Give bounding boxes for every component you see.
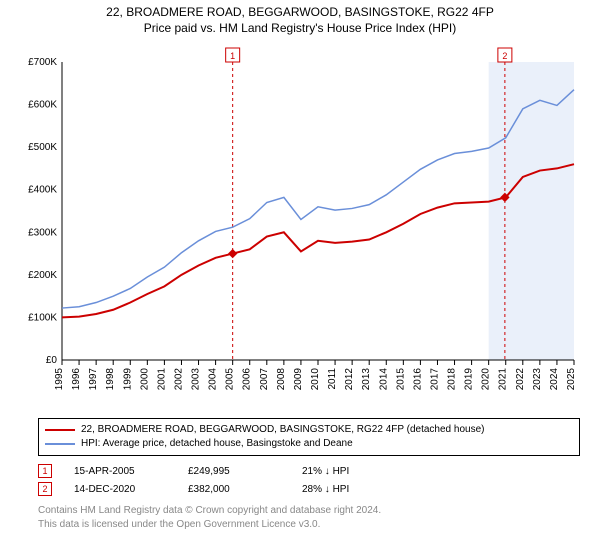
sale-delta: 21% ↓ HPI <box>302 466 394 477</box>
svg-text:2011: 2011 <box>327 368 338 390</box>
svg-text:2014: 2014 <box>378 368 389 391</box>
svg-text:£200K: £200K <box>28 270 57 281</box>
sale-date: 14-DEC-2020 <box>74 484 166 495</box>
sale-date: 15-APR-2005 <box>74 466 166 477</box>
svg-text:2019: 2019 <box>464 368 475 391</box>
svg-text:2: 2 <box>502 51 507 61</box>
legend-row-blue: HPI: Average price, detached house, Basi… <box>45 437 573 451</box>
svg-text:2006: 2006 <box>242 368 253 391</box>
table-row: 2 14-DEC-2020 £382,000 28% ↓ HPI <box>38 480 580 498</box>
svg-text:1: 1 <box>230 51 235 61</box>
footer-line-1: Contains HM Land Registry data © Crown c… <box>38 504 580 518</box>
svg-text:2013: 2013 <box>361 368 372 391</box>
sale-marker-1: 1 <box>38 464 52 478</box>
svg-text:£700K: £700K <box>28 57 57 68</box>
sale-delta: 28% ↓ HPI <box>302 484 394 495</box>
svg-text:1997: 1997 <box>88 368 99 391</box>
footer: Contains HM Land Registry data © Crown c… <box>38 504 580 531</box>
svg-text:2000: 2000 <box>139 368 150 391</box>
svg-text:£0: £0 <box>46 355 58 366</box>
legend: 22, BROADMERE ROAD, BEGGARWOOD, BASINGST… <box>38 418 580 456</box>
svg-text:2007: 2007 <box>259 368 270 391</box>
svg-text:2016: 2016 <box>412 368 423 391</box>
chart-title: 22, BROADMERE ROAD, BEGGARWOOD, BASINGST… <box>0 0 600 38</box>
svg-text:2025: 2025 <box>566 368 577 391</box>
svg-text:2023: 2023 <box>532 368 543 391</box>
svg-text:2008: 2008 <box>276 368 287 391</box>
svg-text:2017: 2017 <box>429 368 440 391</box>
legend-swatch-red <box>45 429 75 431</box>
svg-text:2012: 2012 <box>344 368 355 391</box>
title-line-2: Price paid vs. HM Land Registry's House … <box>10 20 590 36</box>
legend-label-red: 22, BROADMERE ROAD, BEGGARWOOD, BASINGST… <box>81 423 484 437</box>
svg-text:2024: 2024 <box>549 368 560 391</box>
title-line-1: 22, BROADMERE ROAD, BEGGARWOOD, BASINGST… <box>10 4 590 20</box>
svg-text:2003: 2003 <box>191 368 202 391</box>
svg-text:2021: 2021 <box>498 368 509 391</box>
svg-text:£100K: £100K <box>28 313 57 324</box>
svg-text:2018: 2018 <box>447 368 458 391</box>
svg-text:1999: 1999 <box>122 368 133 391</box>
price-chart: £0 £100K £200K £300K £400K £500K £600K £700K 199… <box>18 42 582 412</box>
legend-row-red: 22, BROADMERE ROAD, BEGGARWOOD, BASINGST… <box>45 423 573 437</box>
svg-text:2001: 2001 <box>156 368 167 391</box>
table-row: 1 15-APR-2005 £249,995 21% ↓ HPI <box>38 462 580 480</box>
sale-marker-2: 2 <box>38 482 52 496</box>
svg-text:2010: 2010 <box>310 368 321 391</box>
svg-text:1998: 1998 <box>105 368 116 391</box>
svg-text:£400K: £400K <box>28 185 57 196</box>
svg-text:£600K: £600K <box>28 100 57 111</box>
legend-swatch-blue <box>45 443 75 445</box>
sales-table: 1 15-APR-2005 £249,995 21% ↓ HPI 2 14-DE… <box>38 462 580 498</box>
svg-text:2002: 2002 <box>173 368 184 391</box>
svg-text:2005: 2005 <box>225 368 236 391</box>
svg-text:2009: 2009 <box>293 368 304 391</box>
svg-text:2004: 2004 <box>208 368 219 391</box>
svg-text:£500K: £500K <box>28 143 57 154</box>
sale-price: £382,000 <box>188 484 280 495</box>
svg-text:£300K: £300K <box>28 228 57 239</box>
svg-text:2015: 2015 <box>395 368 406 391</box>
svg-text:1996: 1996 <box>71 368 82 391</box>
footer-line-2: This data is licensed under the Open Gov… <box>38 518 580 532</box>
legend-label-blue: HPI: Average price, detached house, Basi… <box>81 437 353 451</box>
svg-text:1995: 1995 <box>54 368 65 391</box>
svg-text:2022: 2022 <box>515 368 526 391</box>
sale-price: £249,995 <box>188 466 280 477</box>
svg-text:2020: 2020 <box>481 368 492 391</box>
chart-svg: £0 £100K £200K £300K £400K £500K £600K £700K 199… <box>18 42 582 412</box>
